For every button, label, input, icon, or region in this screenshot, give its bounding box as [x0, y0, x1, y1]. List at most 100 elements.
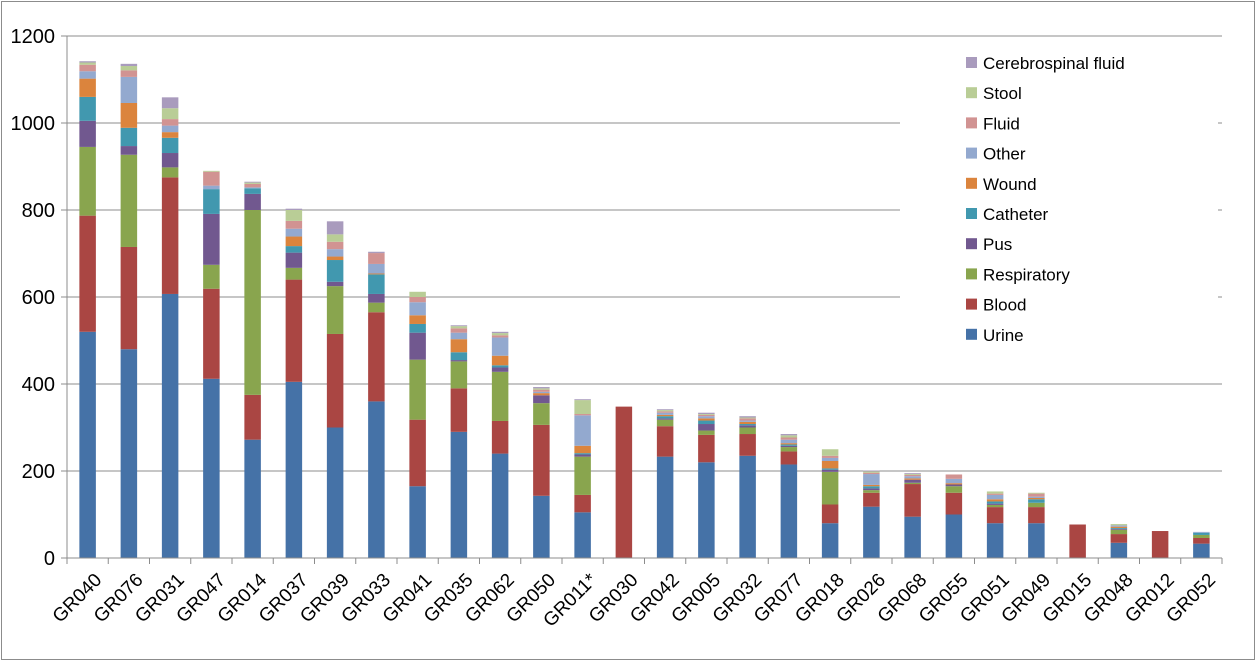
bar-segment-pus — [79, 120, 96, 147]
bar-segment-other — [409, 302, 426, 316]
bar-segment-blood — [161, 177, 179, 294]
bar-segment-wound — [450, 339, 468, 353]
legend-swatch — [966, 87, 977, 99]
bar-segment-respiratory — [203, 264, 220, 289]
bar-segment-catheter — [203, 189, 220, 214]
bar-segment-fluid — [945, 474, 963, 479]
bar-segment-respiratory — [326, 286, 344, 334]
bar-segment-pus — [945, 484, 963, 487]
bar-segment-fluid — [821, 455, 839, 458]
legend-label: Pus — [983, 235, 1012, 254]
bar-segment-blood — [1110, 534, 1128, 543]
bar-segment-respiratory — [533, 403, 550, 425]
bar-segment-blood — [945, 492, 963, 515]
bar-segment-catheter — [574, 453, 591, 455]
bar-segment-respiratory — [945, 486, 963, 493]
bar-segment-pus — [904, 479, 921, 483]
bar-segment-other — [1110, 525, 1128, 527]
bar-segment-blood — [368, 312, 385, 402]
bar-segment-other — [161, 125, 179, 133]
bar-segment-urine — [904, 516, 921, 558]
bar-segment-wound — [491, 355, 509, 366]
bar-segment-stool — [863, 471, 880, 473]
legend-swatch — [966, 268, 977, 280]
legend-swatch — [966, 147, 977, 159]
bar-segment-catheter — [1193, 532, 1210, 535]
bar-segment-catheter — [285, 246, 303, 253]
bar-segment-wound — [285, 236, 303, 247]
bar-segment-other — [698, 416, 715, 419]
legend-label: Wound — [983, 175, 1037, 194]
bar-segment-catheter — [821, 468, 839, 470]
bar-segment-cerebrospinal-fluid — [79, 61, 96, 63]
bar-segment-wound — [698, 418, 715, 421]
bar-segment-respiratory — [79, 146, 96, 216]
bar-segment-urine — [409, 486, 426, 558]
bar-segment-other — [1193, 531, 1210, 533]
bar-segment-catheter — [244, 188, 261, 194]
bar-segment-wound — [904, 478, 921, 480]
bar-segment-cerebrospinal-fluid — [863, 470, 880, 472]
bar-segment-catheter — [368, 274, 385, 294]
bar-segment-pus — [161, 153, 179, 168]
bar-segment-other — [574, 415, 591, 446]
bar-segment-other — [491, 337, 509, 356]
bar-segment-pus — [368, 293, 385, 303]
bar-segment-respiratory — [574, 456, 591, 495]
y-tick-label: 1200 — [11, 26, 56, 48]
bar-segment-pus — [450, 360, 468, 362]
bar-segment-cerebrospinal-fluid — [656, 409, 674, 411]
legend-swatch — [966, 238, 977, 250]
bar-segment-stool — [120, 66, 138, 71]
bar-segment-blood — [491, 420, 509, 454]
bar-segment-other — [904, 476, 921, 479]
bar-segment-other — [863, 474, 880, 485]
bar-segment-wound — [120, 102, 138, 128]
bar-segment-respiratory — [161, 167, 179, 178]
bar-segment-stool — [1028, 492, 1045, 494]
bar-segment-fluid — [739, 418, 756, 421]
bar-segment-catheter — [656, 416, 674, 419]
bar-segment-blood — [656, 426, 674, 457]
bar-segment-blood — [244, 394, 261, 440]
bar-segment-catheter — [409, 323, 426, 333]
bar-segment-fluid — [161, 119, 179, 126]
bar-segment-pus — [986, 503, 1004, 505]
bar-segment-pus — [739, 425, 756, 428]
bar-segment-pus — [780, 445, 798, 448]
legend-label: Other — [983, 145, 1026, 164]
bar-segment-wound — [1028, 497, 1045, 500]
bar-segment-respiratory — [120, 154, 138, 247]
bar-segment-pus — [533, 395, 550, 404]
bar-segment-respiratory — [244, 210, 261, 395]
bar-segment-fluid — [491, 335, 509, 338]
bar-segment-pus — [326, 281, 344, 287]
bar-segment-cerebrospinal-fluid — [285, 208, 303, 210]
bar-segment-wound — [945, 483, 963, 485]
bar-segment-cerebrospinal-fluid — [368, 251, 385, 254]
bar-segment-pus — [120, 146, 138, 155]
bar-segment-blood — [698, 434, 715, 463]
legend-label: Catheter — [983, 205, 1049, 224]
bar-segment-wound — [533, 393, 550, 396]
bar-segment-pus — [821, 469, 839, 472]
bar-segment-fluid — [698, 414, 715, 417]
bar-segment-pus — [203, 213, 220, 265]
bar-segment-fluid — [1028, 493, 1045, 497]
bar-segment-fluid — [533, 389, 550, 392]
bar-segment-cerebrospinal-fluid — [326, 221, 344, 235]
bar-segment-respiratory — [739, 427, 756, 435]
bar-segment-other — [986, 494, 1004, 500]
bar-segment-wound — [409, 315, 426, 324]
bar-segment-urine — [326, 427, 344, 558]
bar-segment-wound — [326, 256, 344, 261]
bar-segment-respiratory — [986, 504, 1004, 508]
bar-segment-respiratory — [1110, 529, 1128, 535]
bar-segment-wound — [821, 460, 839, 469]
legend-label: Cerebrospinal fluid — [983, 54, 1125, 73]
bar-segment-respiratory — [368, 302, 385, 313]
bar-segment-fluid — [986, 493, 1004, 495]
y-tick-label: 0 — [44, 548, 55, 570]
bar-segment-fluid — [368, 253, 385, 264]
bar-segment-blood — [574, 494, 591, 513]
